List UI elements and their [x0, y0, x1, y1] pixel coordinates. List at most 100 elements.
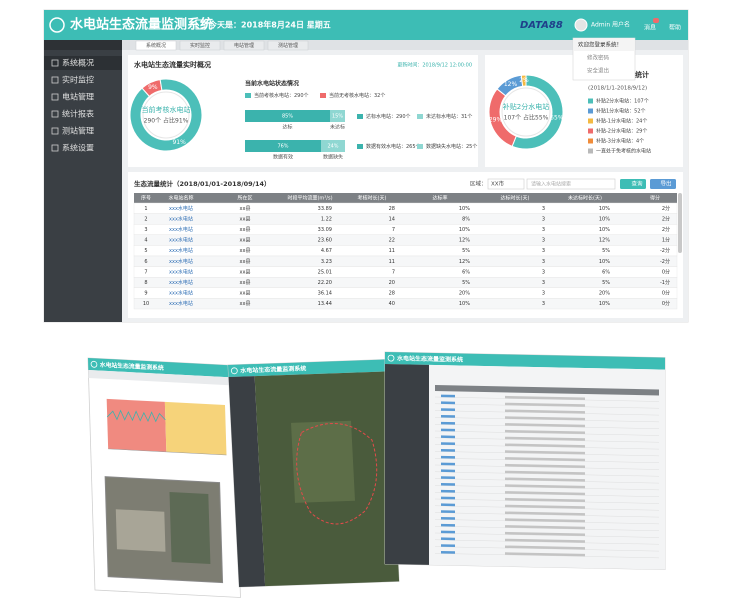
export-button[interactable] — [650, 179, 676, 189]
tab-label[interactable]: 实时监控 — [190, 42, 210, 49]
region-value[interactable]: XX市 — [491, 180, 505, 188]
sidebar-item[interactable]: 系统设置 — [62, 143, 94, 153]
table-cell: 10% — [599, 206, 610, 212]
help[interactable]: 帮助 — [669, 24, 681, 32]
screen-cell — [441, 455, 455, 459]
table-row — [133, 245, 678, 257]
bar-label: 15% — [332, 114, 343, 120]
table-cell: 8 — [144, 280, 147, 286]
legend-text: 当前无考核水电站：32个 — [329, 92, 385, 99]
table-cell: 0分 — [662, 268, 670, 275]
site-photo-water — [169, 492, 211, 565]
tab[interactable] — [267, 40, 309, 51]
tab-label[interactable]: 电站管理 — [234, 42, 254, 49]
screen-logo — [387, 354, 395, 362]
table-cell[interactable]: xxx水电站 — [169, 237, 193, 244]
legend-swatch — [357, 114, 363, 119]
site-photo-rock — [115, 509, 166, 552]
search-box[interactable] — [526, 178, 616, 190]
table-cell[interactable]: xxx水电站 — [169, 215, 193, 222]
table-cell: 6% — [602, 269, 610, 275]
screen-cell — [441, 401, 455, 405]
table-row — [133, 213, 678, 225]
legend-text: 补贴-2分水电站：29个 — [596, 128, 647, 135]
table-cell[interactable]: xxx水电站 — [169, 247, 193, 254]
menu-item[interactable]: 安全退出 — [587, 67, 609, 75]
table-cell: 40 — [389, 301, 395, 307]
sidebar-item[interactable]: 电站管理 — [62, 92, 94, 102]
sidebar-item[interactable]: 实时监控 — [62, 75, 94, 85]
table-cell[interactable]: xxx水电站 — [169, 290, 193, 297]
tab-label[interactable]: 系统概况 — [146, 42, 166, 49]
screen-cell — [441, 476, 455, 479]
sidebar-icon — [51, 76, 59, 84]
table-cell: 10% — [599, 227, 610, 233]
table-cell: 3 — [542, 206, 545, 212]
table-cell[interactable]: xxx水电站 — [169, 258, 193, 265]
region-select[interactable] — [487, 178, 525, 190]
screen-cell — [441, 469, 455, 473]
tab-label[interactable]: 测站管理 — [278, 42, 298, 49]
screen-cell — [505, 477, 585, 482]
sidebar-item[interactable]: 测站管理 — [62, 126, 94, 136]
screen-cell — [505, 402, 585, 407]
messages[interactable]: 消息 — [644, 24, 656, 32]
query-button[interactable] — [620, 179, 646, 189]
screen-cell — [505, 491, 585, 496]
bar-category: 未达标 — [330, 124, 345, 131]
table-cell: 5% — [462, 248, 470, 254]
panel-title: 水电站生态流量实时概况 — [134, 60, 211, 69]
axis — [108, 448, 227, 456]
donut-hole — [142, 91, 190, 139]
donut-label: 2% — [519, 77, 529, 84]
table-cell: 28 — [389, 291, 395, 297]
menu-item[interactable]: 修改密码 — [587, 54, 610, 62]
bar-label: 24% — [327, 144, 338, 150]
table-cell: 12% — [459, 259, 470, 265]
screen-table-line — [435, 437, 659, 443]
legend-swatch — [588, 98, 593, 104]
table-cell[interactable]: xxx水电站 — [169, 205, 193, 212]
column-header: 达标时长(天) — [501, 195, 530, 202]
screen-cell — [441, 503, 455, 507]
period: (2018/1/1-2018/9/12) — [588, 86, 647, 92]
column-header: 考核时长(天) — [358, 195, 387, 202]
screen-cell — [441, 523, 455, 527]
table-cell: 2分 — [662, 226, 670, 233]
screen-table-line — [435, 403, 659, 409]
table-cell[interactable]: xxx水电站 — [169, 226, 193, 233]
screen-cell — [441, 489, 455, 493]
user-name[interactable]: Admin 用户名 — [591, 21, 630, 29]
tab[interactable] — [135, 40, 177, 51]
screen-cell — [505, 463, 585, 469]
screen-cell — [505, 531, 585, 537]
table-cell: xx县 — [240, 280, 251, 286]
table-cell[interactable]: xxx水电站 — [169, 268, 193, 275]
table-cell: 10% — [459, 301, 470, 307]
sidebar-item[interactable]: 系统概况 — [62, 58, 94, 68]
table-cell[interactable]: xxx水电站 — [169, 300, 193, 307]
search-placeholder[interactable]: 请输入水电站搜索 — [531, 181, 571, 188]
table-cell[interactable]: xxx水电站 — [169, 279, 193, 286]
sidebar-item[interactable]: 统计报表 — [62, 109, 94, 119]
button-label[interactable]: 查询 — [631, 180, 643, 188]
table-row — [133, 202, 678, 214]
screen-cell — [505, 443, 585, 448]
screen-cell — [505, 470, 585, 475]
legend-swatch — [417, 114, 423, 119]
panel-title: 生态流量统计（2018/01/01-2018/09/14） — [134, 179, 271, 188]
screen-cell — [505, 423, 585, 428]
sidebar-icon — [51, 144, 59, 152]
chart-area — [164, 401, 227, 456]
screen-table-line — [435, 519, 659, 525]
column-header: 序号 — [141, 195, 151, 202]
tab[interactable] — [223, 40, 265, 51]
tab[interactable] — [179, 40, 221, 51]
screen-table-line — [435, 423, 659, 429]
screen-table-line — [435, 471, 659, 477]
flow-curve — [106, 409, 166, 423]
screen-cell — [505, 395, 585, 401]
legend-text: 补贴-3分水电站：4个 — [596, 138, 644, 145]
button-label[interactable]: 导出 — [660, 180, 671, 188]
